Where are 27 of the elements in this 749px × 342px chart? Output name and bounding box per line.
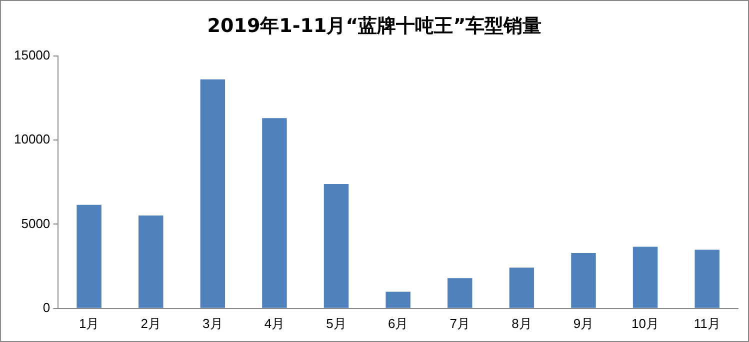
x-tick-label: 6月	[388, 316, 408, 331]
x-tick-label: 10月	[632, 316, 660, 331]
bar	[448, 278, 472, 308]
bar	[324, 184, 349, 308]
y-tick-label: 0	[42, 300, 50, 315]
bar	[200, 79, 226, 308]
bar	[138, 215, 164, 308]
bar	[694, 250, 720, 308]
y-tick-label: 5000	[21, 216, 50, 231]
x-tick-label: 2月	[140, 316, 161, 331]
bar	[509, 268, 534, 308]
bar	[386, 292, 410, 308]
x-tick-label: 11月	[694, 316, 720, 331]
bar	[76, 204, 102, 308]
x-tick-label: 4月	[264, 316, 285, 331]
bar	[262, 118, 287, 308]
x-tick-label: 1月	[78, 316, 100, 331]
x-tick-label: 5月	[326, 316, 346, 331]
y-tick-label: 10000	[14, 132, 50, 147]
x-tick-label: 7月	[450, 316, 470, 331]
bar	[632, 246, 658, 308]
chart-title: 2019年1-11月“蓝牌十吨王”车型销量	[206, 14, 543, 39]
x-tick-label: 8月	[512, 316, 532, 331]
y-tick-label: 15000	[14, 47, 50, 62]
x-tick-label: 9月	[573, 316, 594, 331]
x-tick-label: 3月	[202, 316, 223, 331]
bar	[571, 252, 596, 308]
